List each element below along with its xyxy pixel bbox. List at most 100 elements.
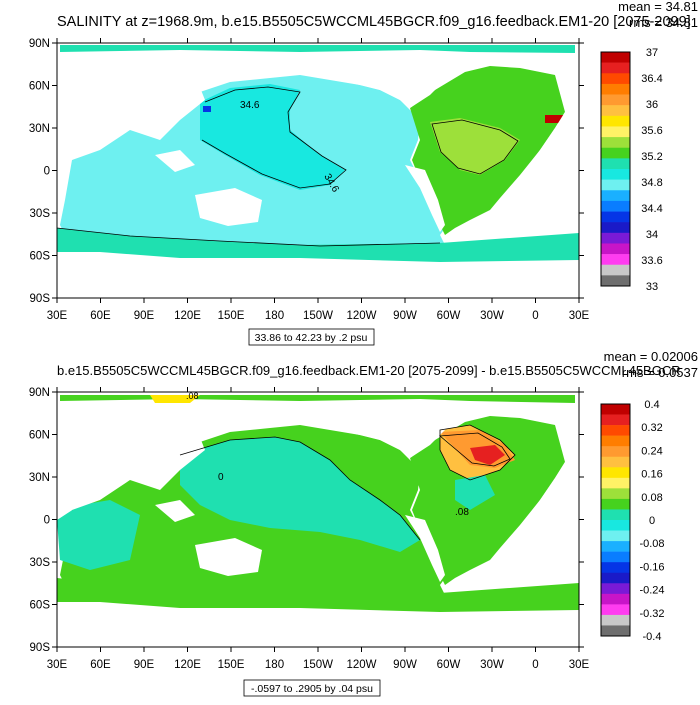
panel2-south-america [405, 515, 445, 582]
panel2-land [57, 405, 579, 647]
colorbar-swatch [601, 126, 630, 138]
colorbar-label: 33.6 [641, 255, 662, 267]
panel2-colorbar: 0.4 0.32 0.24 0.16 0.08 0 -0.08 -0.16 -0.24 -0.32… [600, 399, 665, 643]
colorbar-swatch [601, 446, 630, 458]
panel2-contour-label: 0 [218, 472, 224, 483]
x-tick-label: 30E [47, 659, 68, 671]
colorbar-swatch [601, 147, 630, 159]
colorbar-label: 34.4 [641, 203, 662, 215]
panel2-ocean [57, 395, 579, 612]
y-tick-label: 30S [30, 557, 51, 569]
colorbar-swatch [601, 137, 630, 149]
panel2-contour-label: .08 [186, 391, 199, 401]
panel2-north-america [330, 405, 455, 458]
panel1-colorbar: 37 36.4 36 35.6 35.2 34.8 34.4 34 33.6 33 [600, 47, 663, 293]
colorbar-frame [600, 51, 631, 287]
panel1-contours [56, 86, 519, 247]
panel2-southern-ocean [57, 578, 579, 612]
x-tick-label: 150E [218, 659, 245, 671]
colorbar-label: 33 [646, 281, 658, 293]
colorbar-swatch [601, 169, 630, 180]
colorbar-label: 34 [646, 229, 658, 241]
panel1-contour-35-2 [431, 119, 519, 175]
colorbar-swatch [601, 105, 630, 117]
y-tick-label: 90N [29, 387, 50, 399]
colorbar-swatch [601, 200, 630, 212]
x-tick-label: 30E [47, 310, 68, 322]
panel1-title: SALINITY at z=1968.9m, b.e15.B5505C5WCCM… [57, 14, 691, 30]
x-tick-label: 30W [480, 310, 504, 322]
panel2-atlantic-cyan [455, 475, 495, 510]
colorbar-swatch [601, 435, 630, 447]
panel1-southern-ocean [57, 228, 579, 262]
colorbar-swatch [601, 62, 630, 74]
panel2-x-axis: 30E 60E 90E 120E 150E 180 150W 120W 90W 60W 30W 0 30… [47, 387, 590, 671]
panel1-atlantic-core [430, 118, 520, 175]
panel1-antarctica [57, 262, 579, 298]
panel2-africa [520, 420, 579, 560]
colorbar-swatch [601, 264, 630, 276]
colorbar-swatch [601, 614, 630, 626]
panel-difference: mean = 0.02006 rms = 0.0537 b.e15.B5505C… [29, 349, 698, 697]
colorbar-label: -0.24 [639, 585, 664, 597]
panel1-contour-info: 33.86 to 42.23 by .2 psu [255, 332, 368, 344]
y-tick-label: 30N [29, 123, 50, 135]
x-tick-label: 150W [303, 659, 333, 671]
colorbar-swatch [601, 94, 630, 106]
y-tick-label: 90S [30, 293, 51, 305]
panel2-contour-16 [438, 432, 511, 467]
x-tick-label: 120W [346, 310, 376, 322]
panel2-maritime-continent [155, 500, 195, 522]
panel1-maritime-continent [155, 150, 195, 172]
panel2-info-box [243, 679, 381, 697]
panel1-eurasia [57, 55, 205, 160]
colorbar-swatch [601, 583, 630, 595]
colorbar-label: 35.6 [641, 125, 662, 137]
panel2-y-axis: 90N 60N 30N 0 30S 60S 90S [29, 387, 584, 654]
colorbar-label: 0.32 [641, 422, 662, 434]
colorbar-label: -0.32 [639, 608, 664, 620]
panel1-arctic [60, 45, 575, 53]
colorbar-label: 0.4 [644, 399, 659, 411]
panel2-pacific-cyan [180, 437, 420, 552]
y-tick-label: 60N [29, 81, 50, 93]
panel1-stats-rms: rms = 34.81 [629, 15, 698, 30]
colorbar-swatch [601, 73, 630, 85]
colorbar-swatch [601, 275, 630, 287]
x-tick-label: 150E [218, 310, 245, 322]
colorbar-label: 0.08 [641, 492, 662, 504]
y-tick-label: 60S [30, 251, 51, 263]
colorbar-swatch [601, 520, 630, 531]
colorbar-swatch [601, 488, 630, 500]
colorbar-label: 0.24 [641, 445, 662, 457]
colorbar-swatch [601, 509, 630, 521]
colorbar-swatch [601, 222, 630, 234]
x-tick-label: 180 [265, 310, 284, 322]
panel2-stats-mean: mean = 0.02006 [604, 349, 698, 364]
x-tick-label: 30E [569, 659, 590, 671]
colorbar-label: 36 [646, 99, 658, 111]
x-tick-label: 30E [569, 310, 590, 322]
colorbar-swatch [601, 211, 630, 223]
colorbar-swatch [601, 404, 630, 415]
panel2-contours [179, 424, 516, 541]
x-tick-label: 90W [393, 659, 417, 671]
panel1-contour-34-6 [201, 86, 347, 189]
colorbar-swatch [601, 190, 630, 202]
x-tick-label: 180 [265, 659, 284, 671]
x-tick-label: 0 [532, 659, 538, 671]
y-tick-label: 90N [29, 38, 50, 50]
panel1-y-axis: 90N 60N 30N 0 30S 60S 90S [29, 38, 584, 305]
panel2-eurasia [57, 405, 205, 510]
colorbar-swatch [601, 425, 630, 436]
x-tick-label: 90E [134, 310, 155, 322]
colorbar-swatch [601, 414, 630, 426]
colorbar-swatch [601, 562, 630, 574]
colorbar-swatch [601, 83, 630, 95]
y-tick-label: 60N [29, 430, 50, 442]
panel2-arctic-hotspot [150, 395, 200, 403]
panel-salinity: mean = 34.81 rms = 34.81 SALINITY at z=1… [29, 0, 698, 346]
colorbar-swatch [601, 243, 630, 255]
colorbar-swatch [601, 625, 630, 637]
